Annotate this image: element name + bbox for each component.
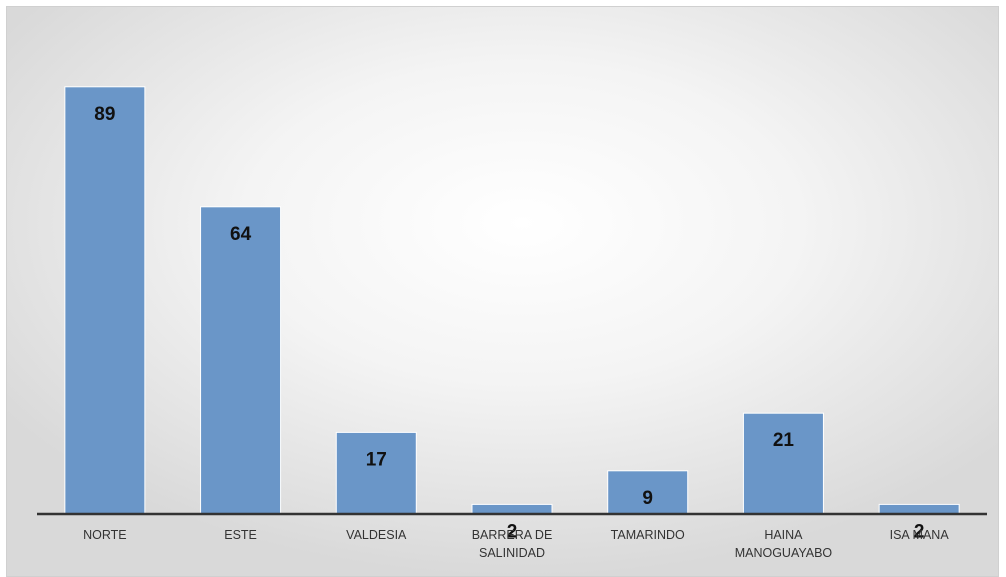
x-tick-label: BARRERA DE SALINIDAD: [471, 528, 553, 560]
x-tick-label: NORTE: [83, 528, 127, 542]
bar: [471, 503, 553, 515]
bar: [64, 86, 146, 515]
value-label: 2: [507, 521, 518, 542]
value-label: 9: [642, 488, 653, 509]
x-tick-label: ESTE: [224, 528, 257, 542]
value-label: 64: [230, 224, 252, 245]
x-tick-label: TAMARINDO: [610, 528, 685, 542]
chart-background: [6, 6, 999, 577]
value-label: 89: [94, 104, 115, 125]
bar: [335, 431, 417, 515]
x-tick-label: ISA MANA: [889, 528, 949, 542]
value-label: 21: [773, 430, 795, 451]
x-tick-label: VALDESIA: [346, 528, 407, 542]
bar: [878, 503, 960, 515]
value-label: 2: [914, 521, 925, 542]
x-tick-label: HAINA MANOGUAYABO: [734, 528, 833, 560]
bar: [200, 206, 282, 515]
value-label: 17: [366, 449, 387, 470]
bar: [742, 412, 824, 515]
